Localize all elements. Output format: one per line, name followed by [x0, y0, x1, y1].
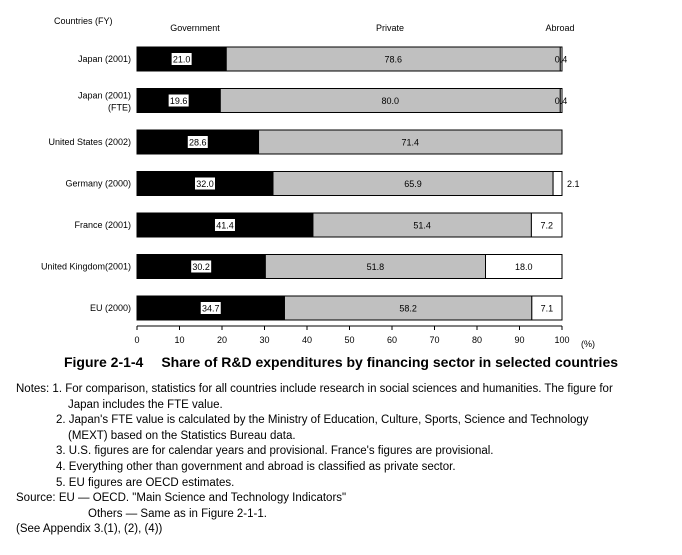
note-line: 4. Everything other than government and … — [56, 460, 456, 473]
category-header: Countries (FY) — [54, 16, 113, 26]
x-tick-label: 0 — [134, 335, 139, 345]
note-line: 5. EU figures are OECD estimates. — [56, 476, 235, 489]
data-label: 34.7 — [202, 304, 220, 314]
category-label: France (2001) — [74, 220, 131, 230]
data-label: 18.0 — [515, 262, 533, 272]
x-axis-unit: (%) — [581, 339, 595, 349]
data-label: 19.6 — [170, 96, 188, 106]
data-label-box — [187, 136, 208, 148]
data-label: 78.6 — [385, 55, 403, 65]
segment-header: Private — [376, 23, 404, 33]
note-line: 3. U.S. figures are for calendar years a… — [56, 445, 494, 458]
data-label: 0.4 — [555, 96, 568, 106]
bar-segment — [485, 254, 563, 279]
category-label: Japan (2001) — [78, 54, 131, 64]
data-label: 58.2 — [399, 304, 417, 314]
x-tick-label: 10 — [174, 335, 184, 345]
x-tick-label: 70 — [429, 335, 439, 345]
figure-title: Share of R&D expenditures by financing s… — [161, 354, 619, 370]
data-label: 51.4 — [413, 221, 431, 231]
source-line: Others — Same as in Figure 2-1-1. — [88, 507, 267, 520]
data-label: 28.6 — [189, 138, 207, 148]
x-tick-label: 20 — [217, 335, 227, 345]
bar-segment — [258, 129, 563, 155]
source-line: Source: EU — OECD. "Main Science and Tec… — [16, 492, 347, 505]
figure-number: Figure 2-1-4 — [63, 354, 144, 370]
figure-caption: Figure 2-1-4 Share of R&D expenditures by… — [0, 354, 682, 370]
data-label: 2.1 — [567, 179, 580, 189]
data-label-box — [214, 219, 235, 231]
category-label: United States (2002) — [48, 137, 131, 147]
data-label: 30.2 — [192, 262, 210, 272]
bar-segment — [312, 212, 532, 238]
stacked-bar-chart: Countries (FY) Government Private Abroad Jap… — [41, 16, 595, 349]
bar-segment — [272, 171, 554, 196]
data-label-box — [195, 177, 215, 190]
data-label: 71.4 — [402, 138, 420, 148]
segment-header: Government — [170, 23, 220, 33]
segment-header: Abroad — [545, 23, 574, 33]
bar-segment — [559, 46, 563, 72]
x-tick-label: 50 — [344, 335, 354, 345]
data-label-box — [191, 260, 212, 273]
x-tick-label: 100 — [554, 335, 569, 345]
x-tick-label: 90 — [514, 335, 524, 345]
appendix-line: (See Appendix 3.(1), (2), (4)) — [16, 523, 163, 536]
note-line: Notes: 1. For comparison, statistics for… — [16, 383, 613, 395]
data-label-box — [168, 94, 189, 107]
bar-segment — [552, 171, 563, 196]
data-label: 7.1 — [541, 304, 554, 314]
category-label: United Kingdom(2001) — [41, 262, 131, 272]
x-tick-label: 30 — [259, 335, 269, 345]
category-label: Germany (2000) — [65, 179, 131, 189]
category-label: (FTE) — [108, 103, 131, 113]
note-line: 2. Japan's FTE value is calculated by th… — [56, 414, 589, 427]
note-line: Japan includes the FTE value. — [68, 398, 223, 411]
bar-segment — [530, 212, 563, 238]
x-tick-label: 80 — [472, 335, 482, 345]
data-label: 51.8 — [367, 262, 385, 272]
data-label: 65.9 — [404, 179, 422, 189]
data-label: 7.2 — [540, 221, 553, 231]
bar-segment — [531, 295, 563, 321]
x-tick-label: 60 — [387, 335, 397, 345]
data-label: 21.0 — [173, 55, 191, 65]
bar-segment — [225, 46, 561, 72]
data-label-box — [171, 53, 192, 65]
data-label-box — [200, 302, 221, 314]
data-label: 41.4 — [216, 221, 234, 231]
bar-segment — [559, 88, 563, 113]
data-label: 0.4 — [555, 55, 568, 65]
note-line: (MEXT) based on the Statistics Bureau da… — [68, 429, 296, 442]
data-label: 80.0 — [382, 96, 400, 106]
category-label: EU (2000) — [90, 303, 131, 313]
x-tick-label: 40 — [302, 335, 312, 345]
data-label: 32.0 — [196, 179, 214, 189]
category-label: Japan (2001) — [78, 91, 131, 101]
notes-block: Notes: 1. For comparison, statistics for… — [16, 382, 676, 538]
